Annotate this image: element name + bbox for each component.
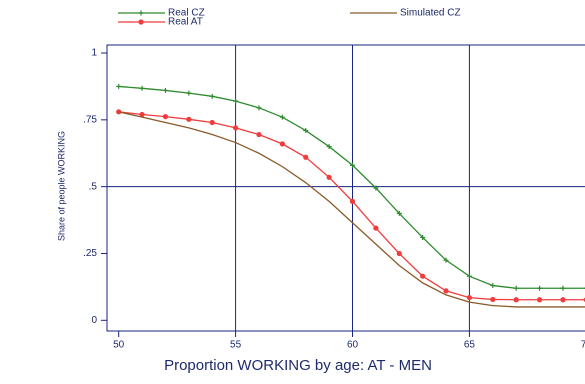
point	[139, 85, 145, 91]
point	[443, 288, 449, 294]
point	[233, 98, 239, 104]
point	[466, 294, 473, 301]
point	[560, 297, 566, 303]
point	[116, 83, 122, 89]
x-tick-label: 50	[113, 340, 125, 351]
point	[256, 131, 262, 138]
point	[186, 116, 192, 122]
x-tick-label: 60	[347, 340, 359, 351]
legend-label: Simulated CZ	[400, 8, 461, 19]
point	[420, 273, 426, 279]
x-tick-label: 55	[230, 340, 242, 351]
point	[490, 296, 496, 303]
point	[209, 119, 215, 126]
y-tick-label: .75	[83, 114, 97, 125]
point	[536, 297, 543, 303]
series-line	[118, 85, 585, 289]
x-tick-label: 70	[581, 340, 585, 351]
point	[232, 125, 239, 131]
series-line	[118, 111, 585, 301]
point	[326, 174, 332, 180]
legend-label: Real AT	[168, 17, 203, 28]
legend-marker	[138, 19, 144, 25]
point	[279, 141, 285, 147]
point	[490, 283, 496, 289]
point	[396, 210, 402, 216]
point	[513, 297, 519, 303]
point	[396, 250, 402, 257]
point	[162, 114, 169, 120]
point	[373, 185, 379, 191]
point	[256, 105, 262, 111]
legend-label: Real CZ	[168, 8, 205, 19]
point	[373, 225, 379, 231]
series-line	[118, 111, 585, 308]
point	[186, 90, 192, 96]
x-tick-label: 65	[464, 340, 476, 351]
point	[513, 285, 519, 291]
y-tick-label: .25	[83, 248, 97, 259]
point	[279, 114, 285, 120]
point	[466, 273, 472, 279]
x-axis-label: Proportion WORKING by age: AT - MEN	[164, 357, 432, 374]
point	[350, 162, 355, 168]
point	[162, 87, 168, 93]
point	[326, 144, 332, 150]
legend-marker	[138, 10, 144, 16]
point	[537, 285, 543, 291]
point	[139, 111, 145, 118]
point	[420, 234, 426, 240]
point	[349, 198, 356, 204]
point	[303, 154, 309, 160]
point	[443, 257, 449, 263]
point	[560, 285, 566, 291]
point	[209, 93, 215, 99]
y-tick-label: 1	[91, 48, 97, 59]
y-tick-label: .5	[89, 181, 98, 192]
point	[303, 128, 309, 134]
y-tick-label: 0	[91, 315, 97, 326]
y-axis-label: Share of people WORKING	[56, 131, 66, 241]
